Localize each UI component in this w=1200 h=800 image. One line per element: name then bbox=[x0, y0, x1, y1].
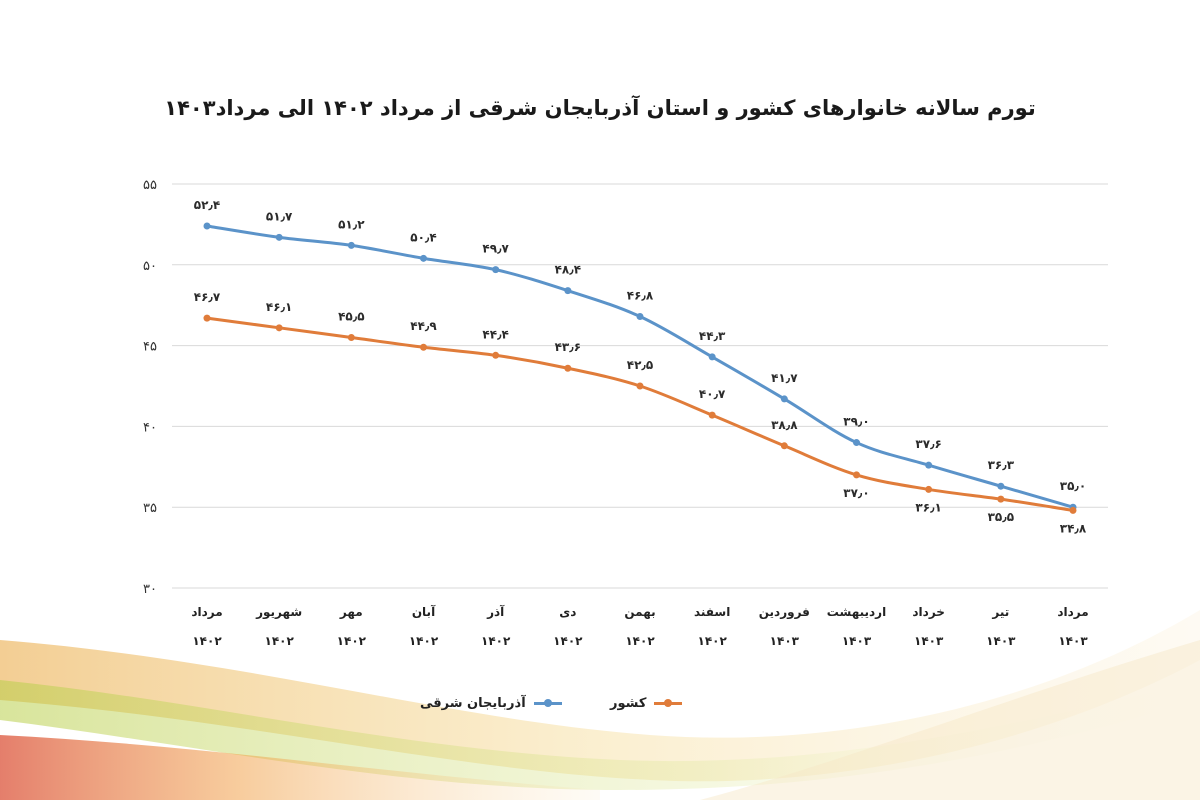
series-line-1 bbox=[205, 316, 1075, 512]
data-label-1: ۳۷٫۰ bbox=[843, 486, 869, 500]
x-category-year: ۱۴۰۲ bbox=[192, 634, 222, 648]
data-point-0 bbox=[564, 287, 572, 295]
data-point-0 bbox=[853, 439, 860, 447]
data-point-1 bbox=[853, 471, 860, 479]
x-category-year: ۱۴۰۳ bbox=[986, 634, 1016, 648]
data-point-1 bbox=[1069, 506, 1077, 514]
x-category-year: ۱۴۰۳ bbox=[842, 634, 872, 648]
x-axis-categories: مرداد ۱۴۰۲ شهریور ۱۴۰۲ مهر ۱۴۰۲ آبان ۱۴۰۲ آذر ۱۴۰… bbox=[191, 604, 1088, 648]
x-category-month: اسفند bbox=[694, 605, 730, 619]
data-point-0 bbox=[492, 266, 500, 274]
data-label-1: ۳۵٫۵ bbox=[988, 510, 1014, 524]
x-category-year: ۱۴۰۲ bbox=[337, 634, 367, 648]
chart-title: تورم سالانه خانوارهای کشور و استان آذربا… bbox=[164, 96, 1036, 120]
x-category-month: تیر bbox=[991, 605, 1009, 619]
legend-label-azarbaijan: آذربایجان شرقی bbox=[420, 696, 526, 711]
data-label-0: ۳۹٫۰ bbox=[843, 415, 869, 429]
data-point-1 bbox=[203, 314, 211, 322]
data-labels: ۵۲٫۴ ۵۱٫۷ ۵۱٫۲ ۵۰٫۴ ۴۹٫۷ ۴۸٫۴ ۴۶٫۸ ۴۴٫۳ ۴۱٫۷ ۳۹٫۰… bbox=[194, 198, 1087, 535]
data-label-0: ۵۲٫۴ bbox=[194, 198, 220, 212]
x-category-year: ۱۴۰۲ bbox=[553, 634, 583, 648]
data-point-1 bbox=[347, 334, 355, 342]
data-label-1: ۳۸٫۸ bbox=[771, 418, 798, 432]
data-label-1: ۴۳٫۶ bbox=[555, 340, 581, 354]
y-tick-label: ۳۵ bbox=[143, 501, 157, 516]
data-point-0 bbox=[347, 241, 355, 249]
data-label-1: ۴۴٫۴ bbox=[482, 327, 508, 341]
data-label-0: ۳۶٫۳ bbox=[988, 458, 1015, 472]
y-axis-ticks: ۵۵ ۵۰ ۴۵ ۴۰ ۳۵ ۳۰ bbox=[143, 178, 157, 597]
data-label-1: ۴۶٫۷ bbox=[194, 290, 221, 304]
x-category-month: مرداد bbox=[191, 605, 222, 619]
data-label-1: ۴۴٫۹ bbox=[410, 319, 437, 333]
x-category-year: ۱۴۰۲ bbox=[698, 634, 728, 648]
data-point-0 bbox=[420, 254, 427, 262]
data-label-0: ۴۶٫۸ bbox=[627, 289, 654, 303]
x-category-month: مهر bbox=[339, 605, 363, 619]
data-point-1 bbox=[492, 351, 500, 359]
data-point-1 bbox=[420, 343, 427, 351]
data-label-1: ۴۲٫۵ bbox=[627, 358, 653, 372]
data-label-1: ۳۶٫۱ bbox=[915, 500, 941, 514]
data-point-1 bbox=[275, 324, 283, 332]
x-category-month: آذر bbox=[486, 604, 505, 619]
data-point-1 bbox=[997, 495, 1005, 503]
data-label-1: ۴۰٫۷ bbox=[699, 387, 726, 401]
x-category-year: ۱۴۰۳ bbox=[914, 634, 944, 648]
data-point-0 bbox=[203, 222, 211, 230]
legend-label-country: کشور bbox=[610, 696, 647, 711]
x-category-year: ۱۴۰۲ bbox=[265, 634, 295, 648]
data-point-0 bbox=[997, 482, 1005, 490]
data-point-1 bbox=[564, 364, 572, 372]
y-tick-label: ۳۰ bbox=[143, 582, 157, 597]
x-category-month: خرداد bbox=[912, 605, 945, 619]
legend-item-azarbaijan: آذربایجان شرقی bbox=[420, 696, 562, 711]
data-label-1: ۴۵٫۵ bbox=[338, 310, 364, 324]
data-point-0 bbox=[275, 233, 283, 241]
data-label-0: ۴۴٫۳ bbox=[699, 329, 726, 343]
x-category-month: مرداد bbox=[1057, 605, 1088, 619]
y-tick-label: ۵۰ bbox=[143, 259, 157, 274]
legend-swatch-orange bbox=[654, 699, 683, 707]
data-label-0: ۵۱٫۲ bbox=[338, 217, 365, 231]
x-category-month: بهمن bbox=[624, 605, 655, 619]
x-category-year: ۱۴۰۲ bbox=[481, 634, 511, 648]
data-label-1: ۴۶٫۱ bbox=[266, 300, 292, 314]
legend-swatch-blue bbox=[533, 699, 562, 707]
x-category-year: ۱۴۰۳ bbox=[770, 634, 800, 648]
data-label-0: ۴۱٫۷ bbox=[771, 371, 798, 385]
x-category-month: دی bbox=[559, 605, 576, 619]
data-point-0 bbox=[925, 461, 933, 469]
data-point-0 bbox=[780, 395, 788, 403]
x-category-month: فروردین bbox=[759, 605, 810, 620]
y-tick-label: ۴۰ bbox=[143, 420, 157, 435]
data-label-0: ۴۹٫۷ bbox=[482, 242, 509, 256]
series-lines bbox=[203, 222, 1077, 514]
x-category-year: ۱۴۰۲ bbox=[409, 634, 439, 648]
data-label-0: ۵۰٫۴ bbox=[410, 230, 436, 244]
data-label-0: ۳۷٫۶ bbox=[915, 437, 941, 451]
data-label-0: ۴۸٫۴ bbox=[555, 263, 581, 277]
data-point-1 bbox=[925, 485, 933, 493]
y-tick-label: ۵۵ bbox=[143, 178, 157, 193]
x-category-month: اردیبهشت bbox=[827, 605, 886, 619]
data-label-0: ۳۵٫۰ bbox=[1060, 479, 1086, 493]
legend: آذربایجان شرقی کشور bbox=[0, 696, 1200, 720]
data-point-1 bbox=[780, 442, 788, 450]
legend-item-country: کشور bbox=[610, 696, 683, 711]
x-category-year: ۱۴۰۲ bbox=[625, 634, 655, 648]
data-point-1 bbox=[708, 411, 716, 419]
data-point-1 bbox=[636, 382, 644, 390]
x-category-month: شهریور bbox=[255, 605, 302, 620]
x-category-year: ۱۴۰۳ bbox=[1058, 634, 1088, 648]
data-label-0: ۵۱٫۷ bbox=[266, 209, 293, 223]
data-point-0 bbox=[636, 313, 644, 321]
grid-lines bbox=[172, 183, 1108, 589]
x-category-month: آبان bbox=[412, 604, 436, 619]
y-tick-label: ۴۵ bbox=[143, 340, 157, 355]
data-label-1: ۳۴٫۸ bbox=[1060, 521, 1087, 535]
data-point-0 bbox=[708, 353, 716, 361]
